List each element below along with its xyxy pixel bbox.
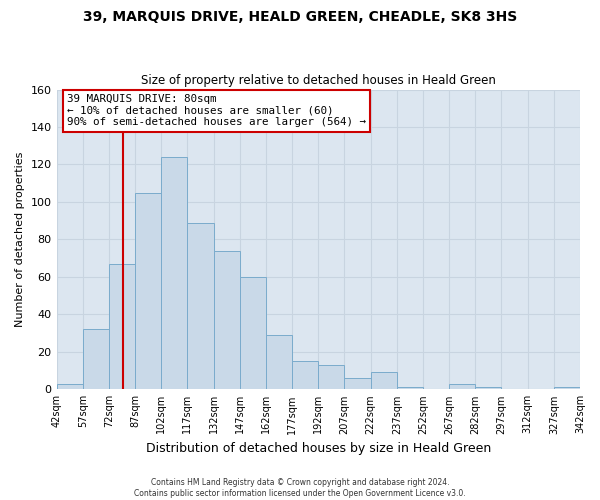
Bar [109,264,135,390]
Bar [397,388,423,390]
Bar [266,335,292,390]
Title: Size of property relative to detached houses in Heald Green: Size of property relative to detached ho… [141,74,496,87]
Bar [475,388,502,390]
Bar [214,250,240,390]
Bar [371,372,397,390]
Bar [187,222,214,390]
Bar [83,330,109,390]
Bar [292,361,318,390]
Bar [344,378,371,390]
Bar [318,365,344,390]
Bar [135,192,161,390]
Text: Contains HM Land Registry data © Crown copyright and database right 2024.
Contai: Contains HM Land Registry data © Crown c… [134,478,466,498]
Bar [554,388,580,390]
Text: 39 MARQUIS DRIVE: 80sqm
← 10% of detached houses are smaller (60)
90% of semi-de: 39 MARQUIS DRIVE: 80sqm ← 10% of detache… [67,94,366,128]
Text: 39, MARQUIS DRIVE, HEALD GREEN, CHEADLE, SK8 3HS: 39, MARQUIS DRIVE, HEALD GREEN, CHEADLE,… [83,10,517,24]
Bar [56,384,83,390]
Bar [449,384,475,390]
Y-axis label: Number of detached properties: Number of detached properties [15,152,25,327]
X-axis label: Distribution of detached houses by size in Heald Green: Distribution of detached houses by size … [146,442,491,455]
Bar [240,277,266,390]
Bar [161,157,187,390]
